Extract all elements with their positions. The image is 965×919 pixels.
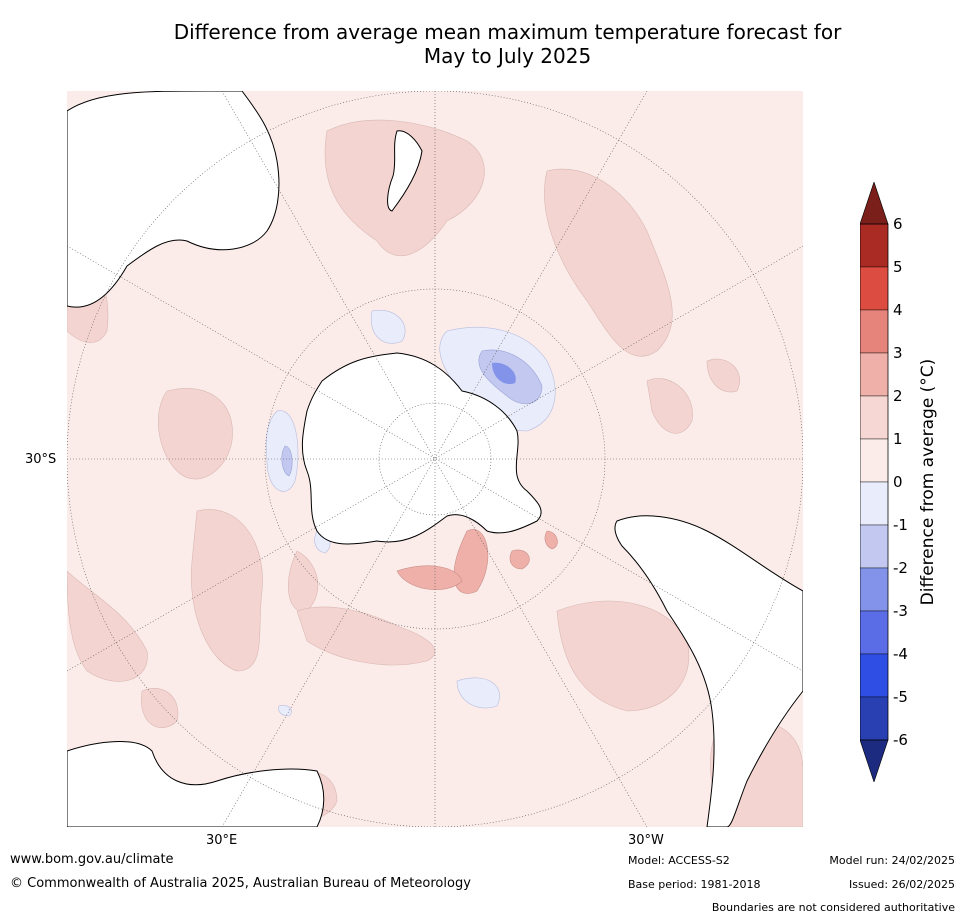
colorbar-swatches [860,223,889,741]
colorbar-swatch [860,266,889,311]
colorbar-tick-label: 5 [893,258,903,276]
polar-anomaly-map [67,91,803,827]
colorbar-swatch [860,395,889,440]
colorbar-tick-label: -1 [893,516,908,534]
colorbar-tick-label: -3 [893,602,908,620]
graticule-meridian [221,91,648,827]
footer-model: Model: ACCESS-S2 [628,854,730,867]
colorbar-tick-label: -6 [893,731,908,749]
graticule [67,91,803,827]
colorbar-swatch [860,610,889,655]
south-america-land [614,515,803,827]
colorbar-swatch [860,309,889,354]
footer-disclaimer: Boundaries are not considered authoritat… [711,901,955,914]
africa-land [67,741,325,827]
colorbar-swatch [860,567,889,612]
warm-anomaly-patches [67,119,803,827]
footer-url: www.bom.gov.au/climate [10,852,174,867]
lon-label-30w: 30°W [628,833,664,848]
colorbar-tick-label: 3 [893,344,903,362]
colorbar-tick-label: 4 [893,301,903,319]
colorbar-tick-label: -2 [893,559,908,577]
colorbar-tick-label: 1 [893,430,903,448]
colorbar-swatch [860,696,889,741]
title-line-2: May to July 2025 [423,44,592,68]
australia-land [67,91,280,308]
colorbar-over-arrow [860,182,889,225]
graticule-meridian [67,245,803,672]
footer-base-period: Base period: 1981-2018 [628,878,761,891]
colorbar-tick-label: -5 [893,688,908,706]
cool-anomaly-peak [492,362,516,385]
footer-model-run: Model run: 24/02/2025 [829,854,955,867]
colorbar-outline [860,223,889,741]
colorbar-swatch [860,223,889,268]
title-line-1: Difference from average mean maximum tem… [173,20,842,44]
colorbar-label: Difference from average (°C) [918,358,938,606]
colorbar-swatch [860,481,889,526]
graticule-meridian [221,91,648,827]
colorbar-tick-label: 0 [893,473,903,491]
footer-copyright: © Commonwealth of Australia 2025, Austra… [10,876,471,891]
colorbar [860,182,889,782]
antarctica-land [301,352,542,545]
graticule-meridian [67,245,803,672]
colorbar-tick-label: -4 [893,645,908,663]
colorbar-swatch [860,438,889,483]
colorbar-swatch [860,653,889,698]
colorbar-under-arrow [860,739,889,782]
colorbar-tick-label: 6 [893,215,903,233]
lat-label-30s: 30°S [25,452,57,467]
map-title: Difference from average mean maximum tem… [60,20,955,68]
footer-issued: Issued: 26/02/2025 [848,878,955,891]
colorbar-tick-label: 2 [893,387,903,405]
colorbar-swatch [860,352,889,397]
new-zealand-land [387,130,423,212]
map-canvas [67,91,803,827]
land-masses [67,91,803,827]
colorbar-swatch [860,524,889,569]
lon-label-30e: 30°E [206,833,238,848]
